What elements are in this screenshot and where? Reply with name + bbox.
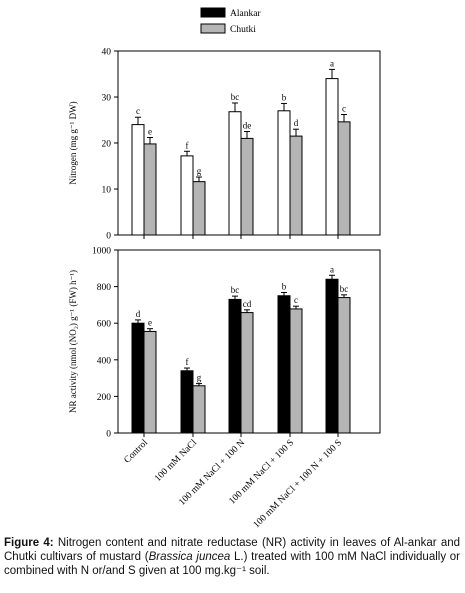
legend-label-chutki: Chutki [230,25,256,35]
nr-significance-letter: cd [243,299,252,309]
nr-bar-alankar [228,298,242,434]
figure-caption: Figure 4: Nitrogen content and nitrate r… [4,536,460,578]
caption-label: Figure 4: [4,537,54,549]
nr-ytick-label: 1000 [92,247,111,257]
nitrogen-bar-chutki [192,181,206,236]
nr-significance-letter: d [136,309,141,319]
category-label: 100 mM NaCl + 100 N + 100 S [252,438,344,530]
nr-bar-alankar [131,322,145,434]
nitrogen-panel: 0 10 20 30 40 Nitrogen (mg g⁻¹ DW) c f bc b a e g de d… [68,48,381,242]
nitrogen-y-axis-label: Nitrogen (mg g⁻¹ DW) [68,101,78,184]
nitrogen-ytick-label: 10 [102,186,112,196]
nr-bar-alankar [325,278,339,434]
nitrogen-ytick-label: 40 [102,48,112,58]
nitrogen-bar-chutki [143,143,157,236]
nitrogen-bar-chutki [337,121,351,236]
nr-significance-letter: bc [340,284,349,294]
legend: Alankar Chutki [200,7,261,35]
nitrogen-significance-letter: g [197,166,202,176]
nr-bar-chutki [289,308,303,434]
legend-label-alankar: Alankar [230,9,261,19]
caption-text-1: Nitrogen content and nitrate reductase (… [4,537,461,563]
caption-text-2: L.) treated with 100 mM NaCl individuall… [4,551,461,577]
nr-significance-letter: g [197,373,202,383]
figure-4-chart: Alankar Chutki 0 10 20 30 40 Nitrogen (mg g⁻¹… [68,7,381,530]
nr-activity-panel: 0 200 400 600 800 1000 NR activity (nmol (NO₂)… [68,247,381,530]
nr-bar-alankar [180,370,194,434]
legend-swatch-chutki [200,23,226,34]
category-label: 100 mM NaCl [153,438,199,484]
nr-y-axis-label: NR activity (nmol (NO₂) g⁻¹ (FW) h⁻¹) [68,270,78,413]
nitrogen-bar-alankar [277,110,291,236]
nitrogen-bar-alankar [131,124,145,236]
legend-swatch-alankar [200,7,226,18]
nitrogen-bar-alankar [228,111,242,236]
nitrogen-significance-letter: f [186,140,189,150]
nitrogen-ytick-label: 0 [106,232,111,242]
nitrogen-significance-letter: a [330,58,334,68]
nitrogen-significance-letter: b [282,92,287,102]
nitrogen-significance-letter: bc [231,92,240,102]
nitrogen-ytick-label: 30 [102,94,112,104]
category-label: Control [123,438,151,466]
nr-significance-letter: a [330,264,334,274]
nitrogen-bar-alankar [180,155,194,236]
nr-ytick-label: 600 [97,320,112,330]
nr-bar-alankar [277,295,291,434]
nr-bar-chutki [143,330,157,434]
nr-bar-chutki [337,297,351,434]
nitrogen-significance-letter: c [342,103,346,113]
nr-significance-letter: e [148,318,152,328]
nr-significance-letter: f [186,357,189,367]
nitrogen-ytick-label: 20 [102,140,112,150]
nr-ytick-label: 400 [97,356,112,366]
nitrogen-bar-chutki [240,137,254,236]
caption-species: Brassica juncea [148,551,231,563]
nr-significance-letter: b [282,281,287,291]
nitrogen-significance-letter: c [136,106,140,116]
nitrogen-significance-letter: de [243,121,252,131]
nr-ytick-label: 800 [97,283,112,293]
nitrogen-significance-letter: e [148,126,152,136]
nr-bar-chutki [240,312,254,434]
nr-significance-letter: bc [231,285,240,295]
nr-significance-letter: c [294,295,298,305]
nitrogen-significance-letter: d [294,118,299,128]
nitrogen-bar-alankar [325,78,339,236]
nr-ytick-label: 200 [97,393,112,403]
nitrogen-bar-chutki [289,135,303,236]
nr-ytick-label: 0 [106,430,111,440]
nr-bar-chutki [192,385,206,434]
